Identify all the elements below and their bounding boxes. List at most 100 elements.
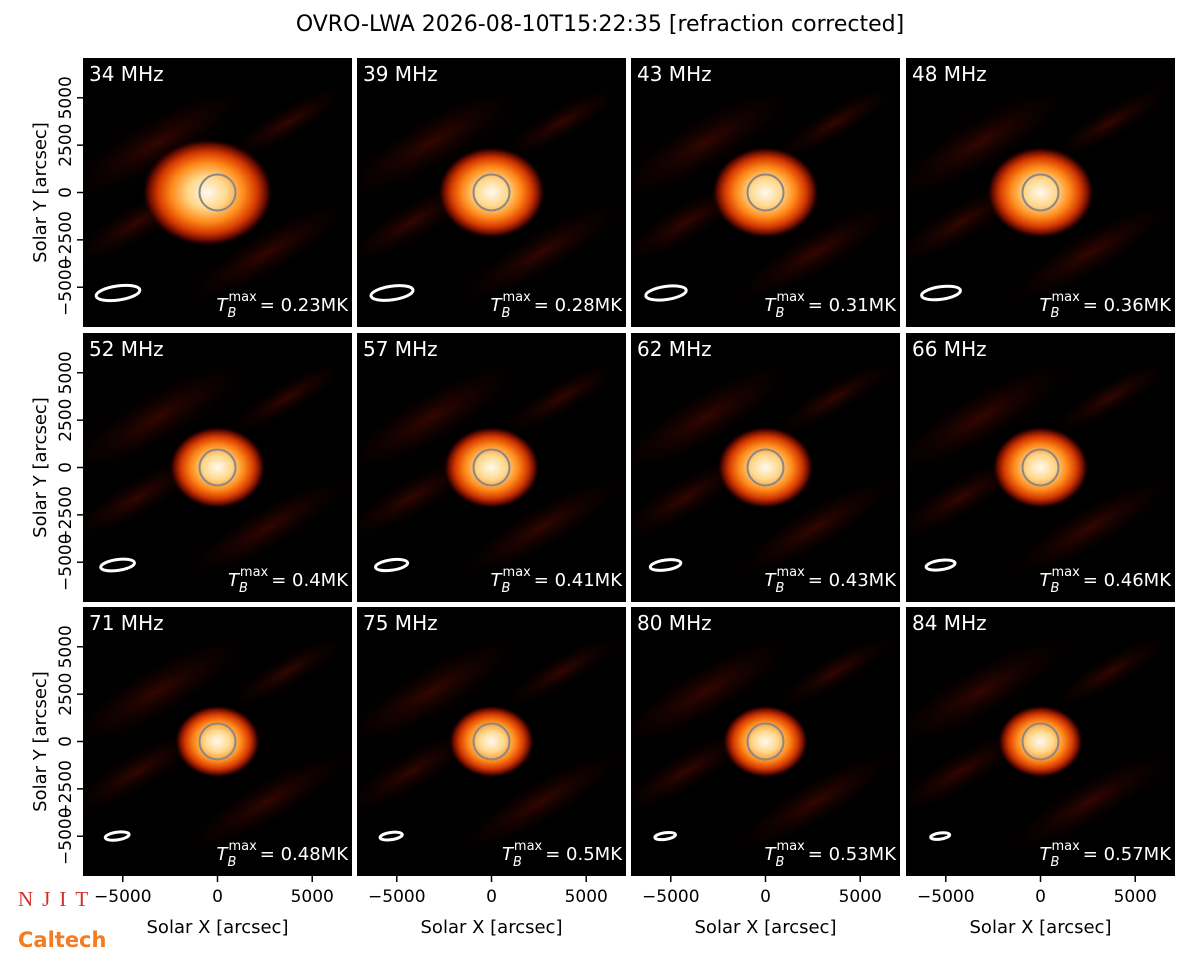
- solar-disk: [472, 173, 511, 212]
- panel: 57 MHz TBmax = 0.41MK: [357, 333, 626, 602]
- panel: 43 MHz TBmax = 0.31MK: [631, 58, 900, 327]
- image-haze: [906, 626, 1086, 757]
- image-haze: [171, 468, 352, 587]
- image-haze: [217, 354, 352, 441]
- image-haze: [357, 352, 537, 483]
- tb-sup: max: [1051, 290, 1080, 305]
- image-haze: [1040, 79, 1175, 166]
- y-tick-label: 5000: [56, 76, 76, 119]
- image-haze: [1040, 354, 1175, 441]
- image-haze: [631, 352, 811, 483]
- solar-disk: [198, 173, 237, 212]
- tb-sub: B: [513, 855, 522, 870]
- image: [906, 626, 1175, 861]
- tb-symbol: T: [491, 570, 504, 591]
- image-haze: [491, 628, 626, 715]
- tb-max-annotation: TBmax = 0.5MK: [502, 839, 623, 870]
- tb-sub: B: [502, 306, 511, 321]
- y-tick-label: 0: [56, 462, 76, 473]
- image-haze: [994, 742, 1175, 861]
- image-haze: [83, 626, 263, 757]
- image-haze: [357, 626, 537, 757]
- logo-njit: NJIT: [18, 887, 97, 911]
- beam: [99, 557, 136, 573]
- image-haze: [171, 193, 352, 312]
- tb-sup: max: [240, 565, 269, 580]
- image: [906, 352, 1175, 587]
- tb-sup: max: [502, 565, 531, 580]
- solar-disk: [472, 448, 511, 487]
- image: [631, 352, 900, 587]
- image-haze: [994, 193, 1175, 312]
- tb-symbol: T: [1040, 295, 1053, 316]
- tb-max-annotation: TBmax = 0.53MK: [765, 839, 898, 870]
- tb-sup: max: [514, 839, 543, 854]
- image: [631, 626, 900, 861]
- emission: [174, 705, 261, 778]
- x-axis-label: Solar X [arcsec]: [970, 917, 1112, 938]
- beam: [653, 830, 677, 842]
- image-haze: [906, 352, 1086, 483]
- tb-symbol: T: [217, 844, 230, 865]
- x-tick-label: 0: [1035, 887, 1046, 907]
- beam: [648, 558, 683, 572]
- tb-value: = 0.36MK: [1083, 295, 1172, 316]
- image-haze: [217, 628, 352, 715]
- tb-symbol: T: [765, 844, 778, 865]
- tb-max-annotation: TBmax = 0.57MK: [1040, 839, 1173, 870]
- image-haze: [491, 79, 626, 166]
- image-haze: [217, 79, 352, 166]
- emission: [169, 426, 266, 509]
- tb-sub: B: [776, 306, 785, 321]
- x-axis-label: Solar X [arcsec]: [695, 917, 837, 938]
- tb-sup: max: [228, 839, 257, 854]
- solar-disk: [746, 722, 785, 761]
- y-tick-label: −5000: [56, 807, 76, 865]
- emission: [437, 146, 546, 239]
- tb-value: = 0.43MK: [808, 570, 897, 591]
- y-tick-label: 2500: [56, 673, 76, 716]
- image-haze: [83, 352, 263, 483]
- tb-sup: max: [228, 290, 257, 305]
- panel-title: 84 MHz: [912, 611, 987, 635]
- image: [906, 77, 1175, 312]
- tb-sub: B: [239, 581, 248, 596]
- tb-symbol: T: [765, 295, 778, 316]
- tb-value: = 0.5MK: [545, 844, 623, 865]
- solar-disk: [1021, 448, 1060, 487]
- x-tick-label: −5000: [642, 887, 700, 907]
- tb-max-annotation: TBmax = 0.31MK: [765, 290, 898, 321]
- beam: [369, 284, 415, 302]
- y-axis-label: Solar Y [arcsec]: [30, 397, 51, 538]
- panel-title: 39 MHz: [363, 62, 438, 86]
- x-tick-label: 0: [212, 887, 223, 907]
- x-tick-label: −5000: [368, 887, 426, 907]
- tb-max-annotation: TBmax = 0.46MK: [1040, 565, 1173, 596]
- x-tick-label: 5000: [1114, 887, 1157, 907]
- x-tick-label: 5000: [565, 887, 608, 907]
- tb-value: = 0.28MK: [534, 295, 623, 316]
- image: [357, 77, 626, 312]
- solar-disk: [198, 448, 237, 487]
- image-haze: [491, 354, 626, 441]
- tb-sup: max: [776, 565, 805, 580]
- image-haze: [719, 193, 900, 312]
- panel: 66 MHz TBmax = 0.46MK: [906, 333, 1175, 602]
- y-tick-label: −2500: [56, 760, 76, 818]
- tb-symbol: T: [217, 295, 230, 316]
- tb-sub: B: [776, 581, 785, 596]
- y-tick-label: 0: [56, 187, 76, 198]
- image: [83, 352, 352, 587]
- emission: [717, 426, 814, 509]
- tb-value: = 0.48MK: [260, 844, 349, 865]
- x-axis-label: Solar X [arcsec]: [147, 917, 289, 938]
- panel-title: 52 MHz: [89, 337, 164, 361]
- x-tick-label: 5000: [291, 887, 334, 907]
- y-tick-label: 5000: [56, 351, 76, 394]
- emission: [722, 705, 809, 778]
- image-haze: [719, 742, 900, 861]
- y-tick-label: −2500: [56, 211, 76, 269]
